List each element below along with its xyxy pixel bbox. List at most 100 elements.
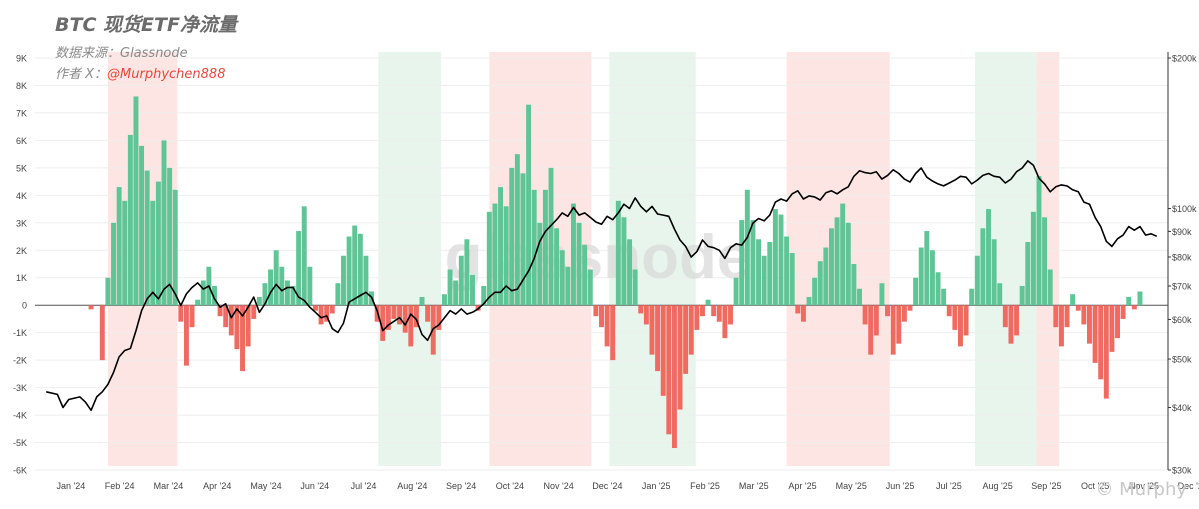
right-tick-label: $40k	[1172, 403, 1192, 413]
outflow-bar	[638, 305, 644, 314]
inflow-bar	[1030, 211, 1036, 306]
outflow-bar	[240, 305, 245, 372]
inflow-bar	[986, 209, 991, 306]
outflow-bar	[183, 305, 189, 366]
outflow-bar	[610, 305, 616, 361]
inflow-bar	[284, 280, 290, 306]
chart-title: BTC 现货ETF净流量	[55, 14, 237, 36]
x-tick-label: Sep '24	[446, 481, 476, 491]
author-handle-link[interactable]: @Murphychen888	[107, 67, 226, 82]
highlight-band-green	[378, 52, 442, 466]
outflow-bar	[217, 305, 223, 317]
inflow-bar	[632, 269, 638, 306]
inflow-bar	[509, 167, 515, 306]
inflow-bar	[481, 285, 487, 306]
inflow-bar	[346, 236, 352, 306]
outflow-bar	[436, 305, 442, 330]
data-source-label: 数据来源：Glassnode	[55, 46, 188, 61]
inflow-bar	[279, 266, 285, 306]
inflow-bar	[565, 266, 571, 306]
outflow-bar	[890, 305, 896, 355]
inflow-bar	[772, 209, 778, 306]
inflow-bar	[857, 288, 862, 306]
inflow-bar	[268, 269, 274, 306]
inflow-bar	[980, 228, 986, 306]
inflow-bar	[834, 217, 840, 306]
inflow-bar	[273, 250, 279, 306]
outflow-bar	[1103, 305, 1109, 399]
x-tick-label: Mar '24	[154, 481, 184, 491]
inflow-bar	[133, 96, 139, 306]
x-tick-label: Jun '25	[886, 481, 915, 491]
inflow-bar	[570, 203, 576, 306]
inflow-bar	[127, 134, 133, 306]
outflow-bar	[649, 305, 655, 355]
inflow-bar	[924, 231, 930, 306]
outflow-bar	[683, 305, 689, 374]
inflow-bar	[458, 255, 464, 306]
outflow-bar	[1087, 305, 1092, 344]
left-tick-label: 0	[22, 301, 27, 311]
inflow-bar	[498, 187, 504, 306]
outflow-bar	[1115, 305, 1120, 339]
inflow-bar	[200, 280, 206, 306]
inflow-bar	[997, 283, 1003, 306]
inflow-bar	[262, 283, 268, 306]
inflow-bar	[576, 222, 582, 306]
inflow-bar	[845, 222, 851, 306]
inflow-bar	[492, 203, 498, 306]
x-tick-label: Nov '24	[544, 481, 574, 491]
inflow-bar	[116, 187, 122, 306]
outflow-bar	[385, 305, 391, 330]
inflow-bar	[537, 222, 543, 306]
inflow-bar	[806, 296, 812, 306]
inflow-bar	[441, 294, 447, 306]
left-tick-label: -4K	[13, 411, 27, 421]
inflow-bar	[941, 288, 947, 306]
inflow-bar	[526, 104, 532, 306]
outflow-bar	[1014, 305, 1020, 336]
x-tick-label: Dec '24	[592, 481, 622, 491]
outflow-bar	[1075, 305, 1081, 311]
inflow-bar	[828, 228, 834, 306]
x-tick-label: Aug '25	[982, 481, 1012, 491]
outflow-bar	[1064, 305, 1070, 328]
left-tick-label: 5K	[16, 163, 27, 173]
inflow-bar	[554, 228, 560, 306]
inflow-bar	[503, 206, 509, 306]
inflow-bar	[335, 283, 341, 306]
inflow-bar	[296, 231, 302, 306]
right-tick-label: $200k	[1172, 54, 1197, 64]
outflow-bar	[402, 305, 408, 333]
outflow-bar	[1120, 305, 1126, 319]
outflow-bar	[391, 305, 397, 319]
outflow-bar	[907, 305, 913, 311]
inflow-bar	[363, 255, 369, 306]
inflow-bar	[1047, 269, 1053, 306]
inflow-bar	[212, 285, 217, 306]
outflow-bar	[952, 305, 958, 330]
outflow-bar	[722, 305, 728, 339]
left-tick-label: -1K	[13, 328, 27, 338]
right-tick-label: $50k	[1172, 355, 1192, 365]
inflow-bar	[582, 244, 588, 306]
inflow-bar	[778, 214, 784, 306]
right-tick-label: $90k	[1172, 227, 1192, 237]
inflow-bar	[307, 266, 313, 306]
inflow-bar	[172, 189, 178, 306]
inflow-bar	[447, 269, 453, 306]
inflow-bar	[290, 285, 296, 306]
outflow-bar	[885, 305, 891, 317]
inflow-bar	[453, 280, 459, 306]
inflow-bar	[542, 189, 548, 306]
x-tick-label: Sep '25	[1031, 481, 1061, 491]
outflow-bar	[660, 305, 666, 396]
outflow-bar	[604, 305, 610, 347]
inflow-bar	[1126, 296, 1132, 306]
inflow-bar	[139, 145, 145, 306]
inflow-bar	[812, 277, 818, 306]
inflow-bar	[615, 200, 621, 306]
x-tick-label: Dec '25	[1178, 481, 1199, 491]
author-line: 作者 X：@Murphychen888	[55, 63, 225, 82]
btc-price-line	[46, 160, 1158, 412]
